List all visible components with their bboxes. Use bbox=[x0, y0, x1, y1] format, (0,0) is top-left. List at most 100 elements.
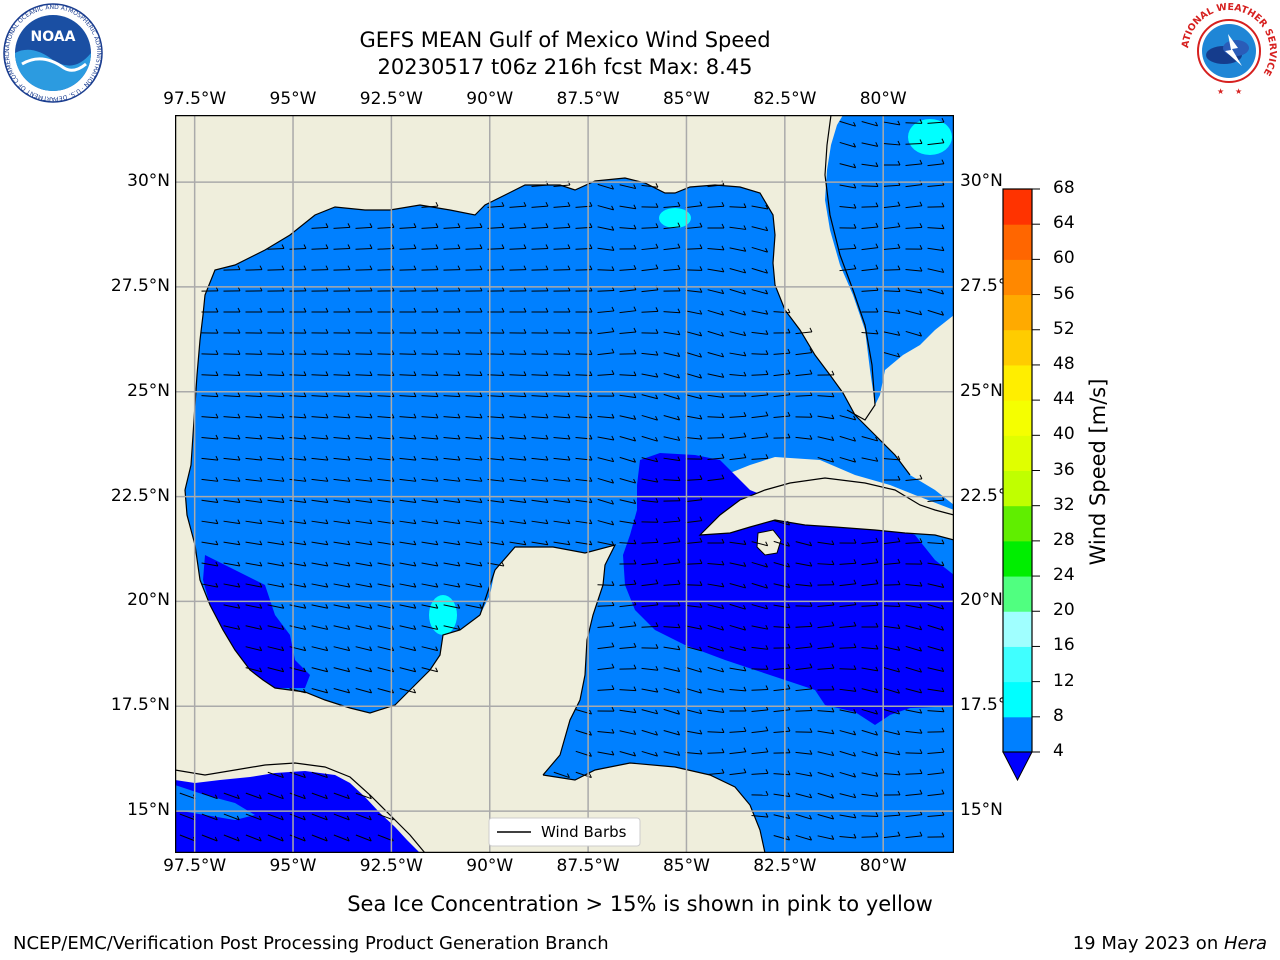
wind-barb-flag bbox=[809, 663, 813, 668]
wind-barb-flag bbox=[347, 307, 351, 313]
wind-barb-flag bbox=[655, 709, 659, 715]
wind-barb bbox=[641, 688, 658, 693]
wind-barb bbox=[223, 834, 240, 842]
wind-barb bbox=[421, 667, 438, 673]
wind-barb bbox=[707, 330, 724, 337]
wind-barb-flag bbox=[435, 604, 439, 609]
wind-barb-flag bbox=[721, 748, 725, 753]
wind-barb bbox=[641, 289, 658, 293]
wind-barb bbox=[795, 751, 812, 755]
wind-barb bbox=[179, 813, 196, 821]
wind-barb-flag bbox=[545, 413, 549, 419]
wind-barb bbox=[465, 248, 483, 250]
wind-barb bbox=[883, 687, 900, 694]
wind-barb bbox=[729, 331, 746, 337]
wind-barb bbox=[333, 416, 351, 419]
wind-barb bbox=[245, 457, 262, 461]
wind-barb-flag bbox=[501, 434, 505, 440]
wind-barb bbox=[751, 772, 769, 775]
wind-barb bbox=[707, 645, 724, 652]
wind-barb bbox=[773, 520, 790, 526]
wind-barb bbox=[311, 688, 328, 694]
wind-barb bbox=[817, 646, 834, 650]
wind-barb-flag bbox=[919, 831, 923, 837]
wind-barb bbox=[355, 667, 372, 673]
wind-barb-flag bbox=[875, 751, 879, 757]
wind-barb-flag bbox=[501, 498, 505, 503]
wind-barb-flag bbox=[435, 328, 439, 334]
wind-barb-flag bbox=[765, 645, 769, 650]
wind-barb-flag bbox=[875, 202, 879, 207]
longitude-label: 85°W bbox=[662, 89, 710, 109]
bay-of-campeche-calm-zone bbox=[203, 555, 310, 688]
wind-barb-flag bbox=[677, 751, 681, 756]
wind-barb-flag bbox=[787, 369, 791, 374]
wind-barb-flag bbox=[699, 434, 703, 440]
wind-barb-flag bbox=[346, 794, 350, 799]
wind-barb bbox=[223, 416, 241, 419]
wind-barb bbox=[443, 395, 461, 398]
wind-barb-flag bbox=[369, 498, 373, 503]
map-panel: Wind Barbs bbox=[175, 115, 954, 853]
colorbar-segment bbox=[1003, 681, 1032, 718]
wind-barb-flag bbox=[655, 687, 659, 693]
wind-barb bbox=[355, 499, 372, 503]
wind-barb bbox=[707, 688, 724, 693]
wind-barb bbox=[729, 352, 746, 357]
wind-barb-flag bbox=[413, 455, 417, 461]
wind-barb-flag bbox=[413, 265, 417, 270]
wind-barb bbox=[883, 184, 901, 187]
wind-barb-flag bbox=[677, 308, 681, 313]
wind-barb bbox=[179, 834, 196, 842]
wind-barb bbox=[927, 710, 945, 713]
wind-barb bbox=[399, 667, 416, 673]
wind-barb-flag bbox=[347, 413, 351, 419]
wind-barb-flag bbox=[479, 519, 483, 524]
wind-barb-flag bbox=[787, 308, 791, 314]
wind-barb-flag bbox=[633, 306, 637, 311]
wind-barb bbox=[729, 247, 746, 252]
wind-barb-flag bbox=[457, 604, 461, 609]
wind-barb-flag bbox=[919, 223, 923, 228]
wind-barb-flag bbox=[677, 436, 681, 441]
wind-barb-flag bbox=[567, 455, 571, 461]
wind-barb-flag bbox=[545, 328, 549, 334]
wind-barb-flag bbox=[919, 603, 923, 609]
wind-barb-flag bbox=[897, 831, 901, 836]
wind-barb-flag bbox=[457, 625, 461, 630]
wind-barb bbox=[707, 268, 724, 273]
wind-barb-flag bbox=[699, 266, 703, 271]
wind-barb bbox=[883, 773, 901, 776]
wind-barb bbox=[905, 604, 922, 609]
wind-barb-flag bbox=[721, 223, 725, 229]
wind-barb bbox=[421, 562, 438, 567]
wind-barb-flag bbox=[941, 289, 945, 295]
wind-barb bbox=[223, 625, 240, 630]
wind-barb bbox=[707, 709, 724, 713]
wind-barb-flag bbox=[214, 836, 218, 842]
wind-barb-flag bbox=[765, 330, 769, 335]
wind-barb bbox=[663, 352, 680, 357]
wind-barb-flag bbox=[611, 520, 615, 526]
wind-barb bbox=[751, 226, 768, 232]
wind-barb bbox=[883, 352, 900, 358]
wind-barb-flag bbox=[369, 413, 373, 419]
wind-barb bbox=[839, 709, 856, 714]
wind-barb bbox=[663, 520, 681, 523]
wind-barb-flag bbox=[919, 139, 923, 144]
wind-barb bbox=[575, 457, 592, 461]
wind-barb-flag bbox=[677, 201, 681, 207]
wind-barb-flag bbox=[941, 310, 944, 316]
wind-barb-flag bbox=[237, 540, 241, 546]
wind-barb-flag bbox=[545, 265, 549, 270]
wind-barb bbox=[311, 625, 328, 630]
wind-barb-flag bbox=[435, 265, 439, 270]
wind-barb bbox=[355, 395, 373, 398]
wind-barb-flag bbox=[281, 307, 285, 313]
wind-barb-flag bbox=[611, 457, 615, 462]
wind-barb-flag bbox=[391, 307, 395, 313]
wind-barb-flag bbox=[721, 413, 725, 418]
wind-barb-flag bbox=[897, 537, 901, 542]
wind-barb bbox=[795, 667, 812, 671]
wind-barb-flag bbox=[743, 310, 747, 316]
